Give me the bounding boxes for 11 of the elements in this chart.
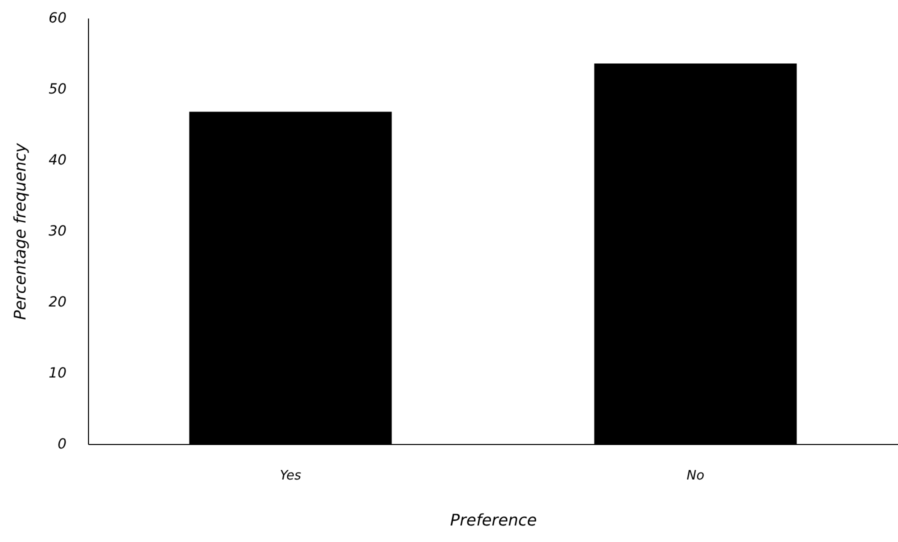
x-tick-label: Yes bbox=[280, 468, 302, 484]
x-axis-title: Preference bbox=[450, 510, 538, 530]
y-tick-label: 40 bbox=[48, 152, 67, 168]
y-tick-label: 50 bbox=[48, 82, 67, 98]
y-tick-label: 20 bbox=[48, 294, 67, 310]
y-tick-label: 10 bbox=[48, 366, 67, 382]
y-tick-label: 30 bbox=[48, 224, 67, 240]
y-tick-label: 60 bbox=[48, 10, 67, 26]
y-axis-title: Percentage frequency bbox=[10, 142, 30, 320]
y-tick-label: 0 bbox=[58, 436, 67, 452]
x-tick-label: No bbox=[686, 468, 704, 484]
